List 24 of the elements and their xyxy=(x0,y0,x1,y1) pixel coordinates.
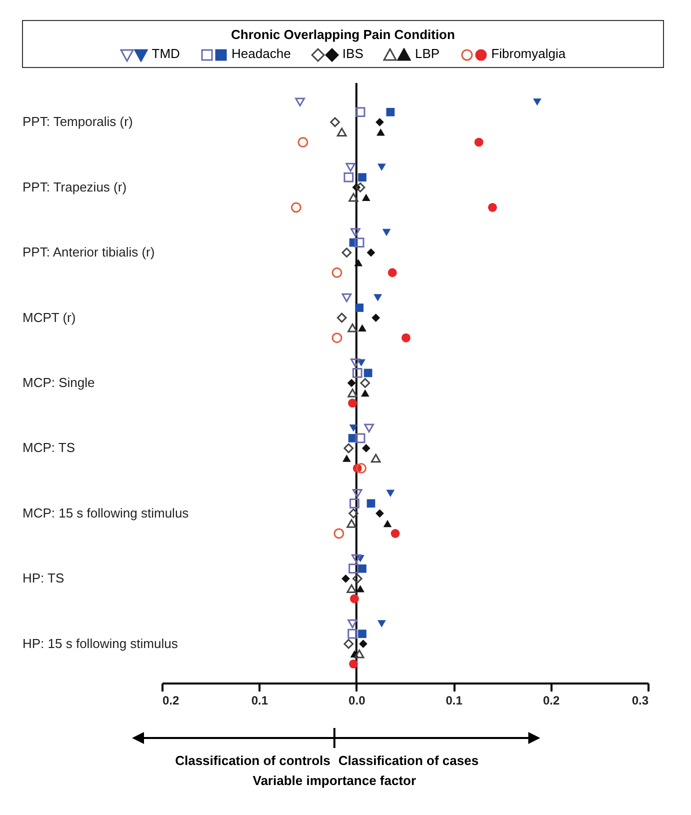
x-tick-label: 0.1 xyxy=(251,694,268,708)
legend-label: Fibromyalgia xyxy=(490,46,566,61)
y-tick-label: HP: 15 s following stimulus xyxy=(22,636,178,651)
y-tick-label: MCPT (r) xyxy=(22,310,76,325)
legend-label: TMD xyxy=(150,46,180,61)
legend-label: LBP xyxy=(414,46,440,61)
legend-label: IBS xyxy=(341,46,364,61)
y-tick-label: PPT: Temporalis (r) xyxy=(22,114,133,130)
x-tick-label: 0.1 xyxy=(446,694,463,708)
y-tick-label: MCP: 15 s following stimulus xyxy=(22,505,190,520)
text: Classification of cases xyxy=(338,753,479,768)
legend-label: Headache xyxy=(230,46,291,61)
y-tick-label: PPT: Trapezius (r) xyxy=(22,179,127,194)
text: Classification of controls xyxy=(175,753,330,768)
y-tick-label: HP: TS xyxy=(22,570,64,586)
text: Variable importance factor xyxy=(252,773,418,788)
y-tick-label: MCP: TS xyxy=(22,440,76,456)
x-tick-label: 0.0 xyxy=(348,694,366,708)
x-tick-label: 0.2 xyxy=(542,694,560,708)
x-tick-label: 0.3 xyxy=(632,694,649,708)
x-tick-label: 0.2 xyxy=(162,694,180,708)
y-tick-label: MCP: Single xyxy=(22,375,95,390)
legend-title: Chronic Overlapping Pain Condition xyxy=(230,27,456,42)
y-tick-label: PPT: Anterior tibialis (r) xyxy=(22,244,155,260)
